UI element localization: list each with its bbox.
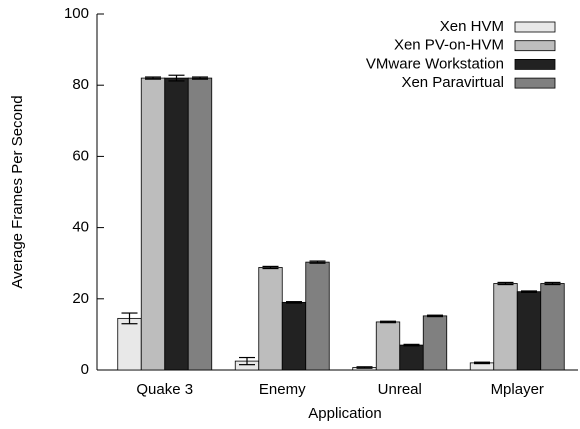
bar: [422, 315, 448, 371]
bar: [399, 344, 424, 371]
y-tick-label: 20: [72, 290, 89, 307]
x-axis-label: Application: [308, 405, 381, 422]
x-tick-label: Mplayer: [491, 381, 544, 398]
legend-label: VMware Workstation: [366, 55, 504, 72]
y-tick-label: 0: [81, 361, 89, 378]
bar: [305, 261, 330, 371]
bar: [117, 317, 142, 371]
bar: [540, 283, 565, 371]
legend-label: Xen Paravirtual: [401, 74, 504, 91]
bar: [258, 267, 283, 371]
x-tick-label: Quake 3: [136, 381, 193, 398]
bar: [281, 301, 307, 371]
bar: [187, 77, 213, 371]
x-tick-label: Unreal: [378, 381, 422, 398]
bar: [493, 283, 518, 371]
y-tick-label: 100: [64, 5, 89, 22]
legend-swatch: [514, 40, 556, 52]
legend-swatch: [514, 21, 556, 33]
bar: [375, 321, 401, 371]
legend-label: Xen PV-on-HVM: [394, 37, 504, 54]
legend-swatch: [514, 59, 556, 70]
y-tick-label: 60: [72, 147, 89, 164]
legend-label: Xen HVM: [440, 18, 504, 35]
y-axis-label: Average Frames Per Second: [9, 95, 26, 288]
bar: [164, 77, 189, 371]
y-tick-label: 40: [72, 219, 89, 236]
legend-swatch: [514, 77, 556, 89]
bar: [516, 291, 542, 371]
bar: [140, 77, 166, 371]
x-tick-label: Enemy: [259, 381, 306, 398]
y-tick-label: 80: [72, 76, 89, 93]
